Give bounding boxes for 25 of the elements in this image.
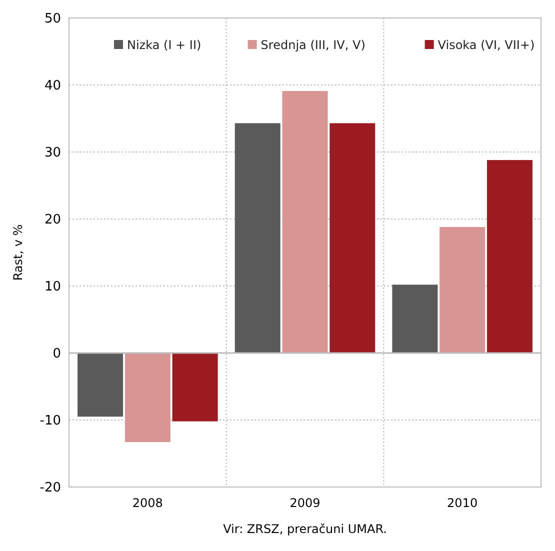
text: Vir: ZRSZ, preračuni UMAR.: [223, 522, 387, 536]
x-tick-label: 2009: [290, 496, 320, 510]
y-tick-label: 10: [44, 280, 61, 295]
y-tick-label: 50: [44, 12, 61, 27]
bar: [392, 284, 438, 353]
y-tick-label: 0: [52, 346, 61, 362]
legend-label: Srednja (III, IV, V): [260, 38, 366, 52]
y-tick-label: 40: [44, 78, 61, 94]
y-axis-title: Rast, v %: [11, 224, 25, 281]
legend-label: Nizka (I + II): [127, 38, 202, 52]
y-tick-label: -10: [40, 414, 61, 429]
bar: [486, 160, 532, 353]
bar: [124, 353, 170, 442]
y-tick-label: 20: [44, 212, 61, 228]
legend-label: Visoka (VI, VII+): [438, 38, 535, 52]
y-tick-label: 30: [44, 146, 61, 161]
bar: [172, 353, 218, 422]
bar: [234, 123, 280, 353]
bar: [78, 353, 124, 417]
y-tick-label: -20: [40, 480, 61, 496]
bar: [282, 91, 328, 353]
x-tick-label: 2008: [132, 496, 163, 510]
x-tick-label: 2010: [447, 496, 478, 510]
bar: [440, 227, 486, 353]
bar: [330, 123, 376, 353]
